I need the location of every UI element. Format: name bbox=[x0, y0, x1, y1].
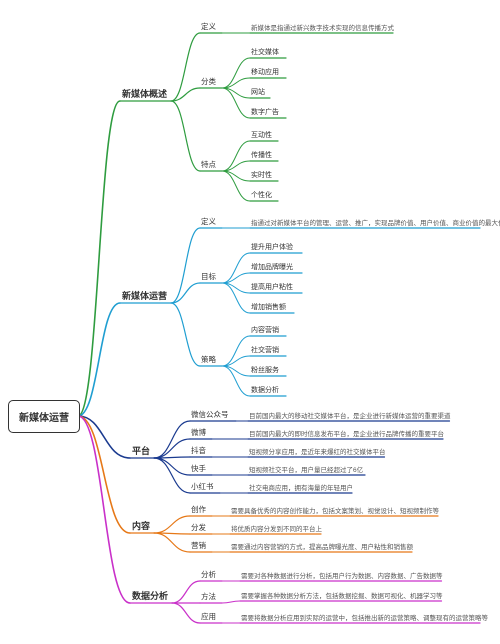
branch-operation: 新媒体运营 bbox=[122, 289, 167, 304]
sub-node: 目标 bbox=[201, 271, 216, 283]
sub-node: 应用 bbox=[201, 611, 216, 623]
desc-text: 短视频分享应用，是近年来爆红的社交媒体平台 bbox=[249, 446, 386, 456]
desc-text: 需要将数据分析应用到实际的运营中，包括推出新的运营策略、调整现有的运营策略等 bbox=[241, 612, 488, 622]
leaf-node: 个性化 bbox=[251, 190, 272, 201]
sub-node: 分发 bbox=[191, 522, 206, 534]
leaf-node: 粉丝服务 bbox=[251, 365, 279, 376]
sub-node: 营销 bbox=[191, 540, 206, 552]
desc-text: 需要对各种数据进行分析，包括用户行为数据、内容数据、广告数据等 bbox=[241, 570, 443, 580]
sub-node: 创作 bbox=[191, 504, 206, 516]
leaf-node: 实时性 bbox=[251, 170, 272, 181]
desc-text: 将优质内容分发到不同的平台上 bbox=[231, 523, 322, 533]
leaf-node: 增加品牌曝光 bbox=[251, 262, 293, 273]
branch-data: 数据分析 bbox=[132, 589, 168, 604]
desc-text: 目前国内最大的移动社交媒体平台，是企业进行新媒体运营的重要渠道 bbox=[249, 410, 451, 420]
leaf-node: 社交媒体 bbox=[251, 47, 279, 58]
sub-node: 策略 bbox=[201, 354, 216, 366]
sub-node: 小红书 bbox=[191, 481, 214, 493]
sub-node: 分类 bbox=[201, 76, 216, 88]
branch-overview: 新媒体概述 bbox=[122, 87, 167, 102]
leaf-node: 互动性 bbox=[251, 130, 272, 141]
sub-node: 定义 bbox=[201, 216, 216, 228]
desc-text: 社交电商应用，拥有海量的年轻用户 bbox=[249, 482, 353, 492]
leaf-node: 提高用户粘性 bbox=[251, 282, 293, 293]
leaf-node: 网站 bbox=[251, 87, 265, 98]
desc-text: 需要掌握各种数据分析方法，包括数据挖掘、数据可视化、机器学习等 bbox=[241, 590, 443, 600]
leaf-node: 数据分析 bbox=[251, 385, 279, 396]
branch-content: 内容 bbox=[132, 519, 150, 534]
leaf-node: 移动应用 bbox=[251, 67, 279, 78]
leaf-node: 提升用户体验 bbox=[251, 242, 293, 253]
sub-node: 微博 bbox=[191, 427, 206, 439]
desc-text: 指通过对新媒体平台的管理、运营、推广，实现品牌价值、用户价值、商业价值的最大化 bbox=[251, 217, 500, 227]
branch-platform: 平台 bbox=[132, 444, 150, 459]
leaf-node: 内容营销 bbox=[251, 325, 279, 336]
sub-node: 抖音 bbox=[191, 445, 206, 457]
desc-text: 需要具备优秀的内容创作能力，包括文案策划、视觉设计、短视频制作等 bbox=[231, 505, 439, 515]
sub-node: 分析 bbox=[201, 569, 216, 581]
leaf-node: 传播性 bbox=[251, 150, 272, 161]
leaf-node: 社交营销 bbox=[251, 345, 279, 356]
sub-node: 定义 bbox=[201, 21, 216, 33]
sub-node: 快手 bbox=[191, 463, 206, 475]
sub-node: 微信公众号 bbox=[191, 409, 229, 421]
sub-node: 方法 bbox=[201, 591, 216, 603]
root-node: 新媒体运营 bbox=[8, 400, 80, 433]
desc-text: 新媒体是指通过新兴数字技术实现的信息传播方式 bbox=[251, 22, 394, 32]
leaf-node: 增加销售额 bbox=[251, 302, 286, 313]
leaf-node: 数字广告 bbox=[251, 107, 279, 118]
desc-text: 目前国内最大的即时信息发布平台，是企业进行品牌传播的重要平台 bbox=[249, 428, 444, 438]
desc-text: 短视频社交平台，用户量已经超过了6亿 bbox=[249, 464, 363, 474]
sub-node: 特点 bbox=[201, 159, 216, 171]
desc-text: 需要通过内容营销的方式，提高品牌曝光度、用户粘性和销售额 bbox=[231, 541, 413, 551]
